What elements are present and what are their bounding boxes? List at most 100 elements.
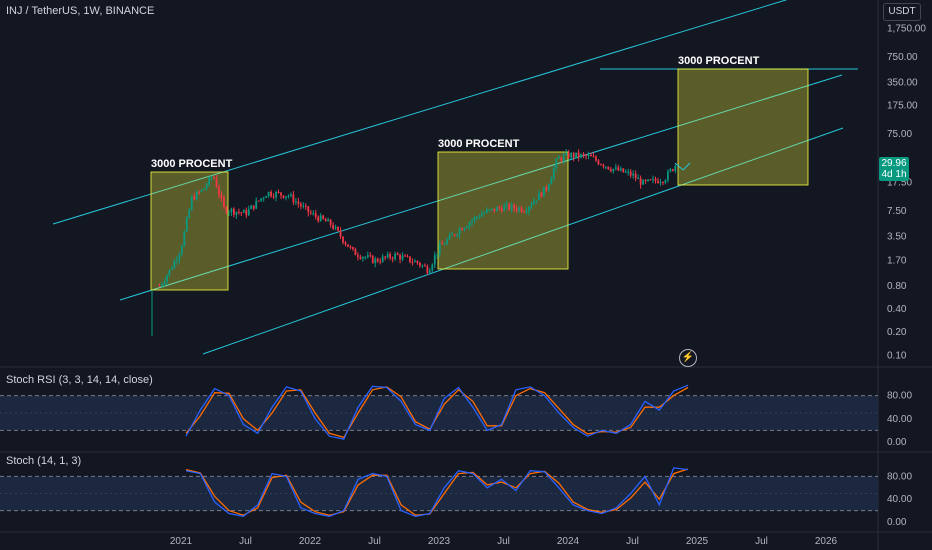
stoch-axis-label: 0.00 bbox=[887, 517, 907, 528]
candle-body bbox=[674, 165, 677, 171]
candle-body bbox=[376, 258, 379, 262]
time-axis-label: 2024 bbox=[557, 536, 580, 547]
candle-body bbox=[580, 154, 582, 158]
price-axis-label: 0.80 bbox=[887, 281, 907, 292]
candle-body bbox=[488, 209, 491, 211]
candle-body bbox=[483, 212, 486, 214]
candle-body bbox=[612, 168, 615, 172]
candle-body bbox=[535, 200, 538, 202]
candle-body bbox=[282, 195, 285, 198]
candle-body bbox=[161, 284, 163, 286]
candle-body bbox=[510, 204, 513, 210]
candle-body bbox=[339, 230, 342, 237]
candle-body bbox=[317, 216, 320, 222]
candle-body bbox=[671, 169, 674, 171]
candle-body bbox=[419, 262, 421, 266]
candle-body bbox=[654, 178, 657, 181]
candle-body bbox=[525, 211, 528, 213]
candle-body bbox=[406, 255, 409, 257]
candle-body bbox=[379, 261, 382, 263]
candle-body bbox=[649, 179, 652, 181]
time-axis-label: 2022 bbox=[299, 536, 322, 547]
stoch-rsi-axis-label: 0.00 bbox=[887, 437, 907, 448]
time-axis-label: Jul bbox=[497, 536, 510, 547]
candle-body bbox=[203, 188, 206, 190]
candle-body bbox=[171, 268, 173, 270]
candle-body bbox=[173, 260, 176, 269]
candle-body bbox=[404, 255, 406, 257]
candle-body bbox=[322, 215, 325, 219]
candle-body bbox=[399, 254, 401, 260]
bar-countdown: 4d 1h bbox=[881, 169, 907, 180]
candle-body bbox=[200, 189, 203, 192]
stoch-rsi-title[interactable]: Stoch RSI (3, 3, 14, 14, close) bbox=[6, 374, 153, 386]
stoch-title[interactable]: Stoch (14, 1, 3) bbox=[6, 455, 82, 467]
candle-body bbox=[277, 192, 280, 194]
candle-body bbox=[555, 158, 558, 169]
candle-body bbox=[565, 152, 568, 155]
stoch-k-line bbox=[185, 467, 689, 517]
candle-body bbox=[213, 177, 215, 179]
candle-body bbox=[622, 168, 625, 173]
candle-body bbox=[505, 203, 508, 206]
candle-body bbox=[228, 212, 230, 214]
currency-button[interactable]: USDT bbox=[883, 3, 921, 21]
candle-body bbox=[508, 203, 511, 210]
candle-body bbox=[314, 213, 317, 217]
candle-body bbox=[409, 256, 411, 262]
candle-body bbox=[240, 212, 243, 214]
candle-body bbox=[632, 173, 635, 176]
symbol-title[interactable]: INJ / TetherUS, 1W, BINANCE bbox=[6, 5, 155, 17]
candle-body bbox=[619, 168, 622, 171]
annotation-label: 3000 PROCENT bbox=[151, 158, 233, 170]
candle-body bbox=[205, 184, 208, 189]
candles-group bbox=[158, 149, 677, 289]
candle-body bbox=[609, 169, 612, 172]
candle-body bbox=[433, 255, 436, 265]
candle-body bbox=[163, 281, 166, 285]
time-axis-label: 2023 bbox=[428, 536, 451, 547]
candle-body bbox=[590, 154, 592, 157]
candle-body bbox=[659, 182, 662, 184]
candle-body bbox=[652, 178, 654, 180]
candle-body bbox=[538, 192, 540, 201]
candle-body bbox=[342, 236, 344, 243]
candle-body bbox=[371, 255, 374, 264]
annotation-label: 3000 PROCENT bbox=[678, 55, 760, 67]
candle-body bbox=[235, 211, 238, 215]
candle-body bbox=[520, 207, 523, 212]
price-axis-label: 75.00 bbox=[887, 129, 912, 140]
candle-body bbox=[448, 234, 451, 240]
last-price: 29.96 bbox=[881, 158, 907, 169]
candle-body bbox=[394, 253, 396, 259]
candle-body bbox=[250, 205, 253, 209]
candle-body bbox=[411, 261, 414, 263]
price-axis-label: 1.70 bbox=[887, 256, 907, 267]
stoch-d-line bbox=[185, 468, 689, 516]
candle-body bbox=[230, 208, 233, 213]
candle-body bbox=[357, 255, 359, 257]
candle-body bbox=[247, 208, 250, 216]
candle-body bbox=[252, 205, 255, 209]
candle-body bbox=[662, 182, 664, 184]
candle-body bbox=[267, 191, 270, 197]
price-axis-label: 3.50 bbox=[887, 231, 907, 242]
candle-body bbox=[560, 157, 563, 161]
last-price-badge: 29.96 4d 1h bbox=[879, 157, 909, 181]
candle-body bbox=[471, 220, 473, 223]
candle-body bbox=[605, 166, 607, 168]
candle-body bbox=[158, 285, 161, 287]
candle-body bbox=[567, 152, 570, 158]
candle-body bbox=[329, 219, 332, 225]
price-axis-label: 7.50 bbox=[887, 206, 907, 217]
candle-body bbox=[347, 244, 349, 247]
candle-body bbox=[669, 169, 672, 172]
candle-body bbox=[481, 213, 483, 217]
candle-body bbox=[332, 224, 334, 229]
time-axis-label: Jul bbox=[239, 536, 252, 547]
lightning-icon[interactable]: ⚡ bbox=[679, 349, 697, 367]
candle-body bbox=[166, 275, 168, 282]
candle-body bbox=[463, 228, 466, 231]
candle-body bbox=[476, 217, 478, 219]
